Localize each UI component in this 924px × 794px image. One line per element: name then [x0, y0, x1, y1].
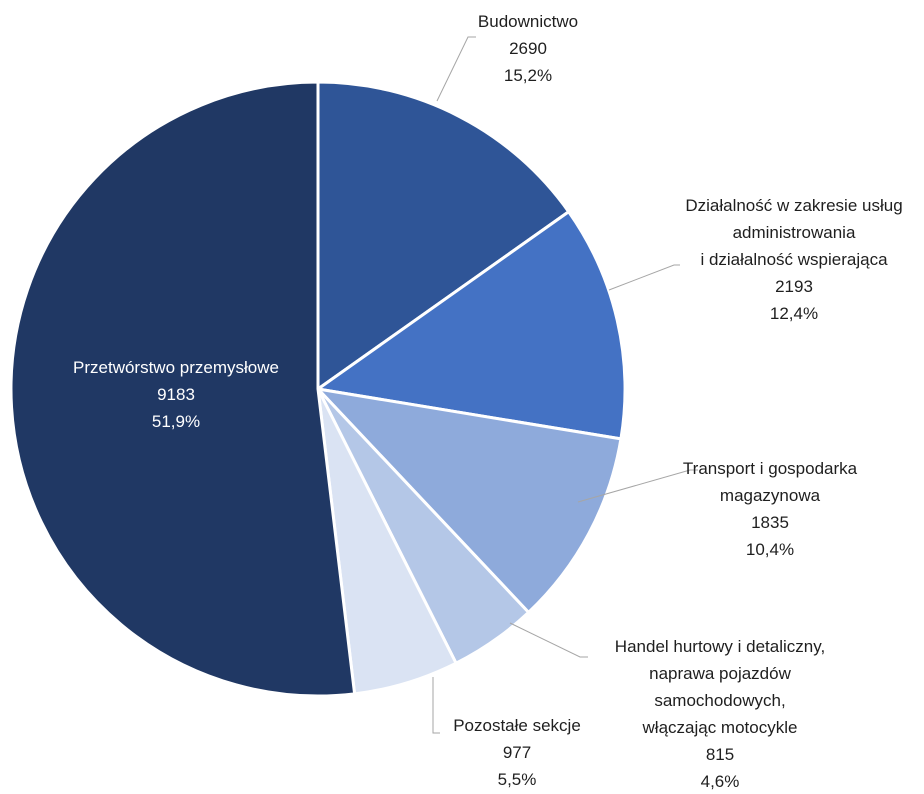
category-label: włączając motocykle [642, 718, 798, 737]
data-label-budownictwo: Budownictwo 2690 15,2% [478, 12, 578, 85]
leader-line [577, 469, 698, 503]
pie-slice-budownictwo [316, 80, 571, 392]
data-labels: Budownictwo 2690 15,2% Działalność w zakres… [73, 12, 903, 791]
data-label-przetworstwo-przemyslowe: Przetwórstwo przemysłowe 9183 51,9% [73, 358, 279, 431]
percent-label: 51,9% [152, 412, 200, 431]
value-label: 1835 [751, 513, 789, 532]
category-label: naprawa pojazdów [649, 664, 791, 683]
data-label-transport-i-gospodarka-magazynowa: Transport i gospodarka magazynowa 1835 10,4… [683, 459, 858, 559]
category-label: i działalność wspierająca [700, 250, 888, 269]
category-label: administrowania [733, 223, 856, 242]
data-label-dzialalnosc-w-zakresie-uslug-administrowania-i-dzialalnosc-wspierajaca: Działalność w zakresie usług administrowa… [685, 196, 902, 323]
leader-lines [432, 36, 698, 734]
pie-slice-przetworstwo-przemyslowe [9, 80, 357, 698]
category-label: Przetwórstwo przemysłowe [73, 358, 279, 377]
pie-slice-transport-i-gospodarka-magazynowa [313, 386, 623, 615]
value-label: 2690 [509, 39, 547, 58]
percent-label: 10,4% [746, 540, 794, 559]
leader-line [509, 622, 588, 658]
category-label: Handel hurtowy i detaliczny, [615, 637, 825, 656]
pie-slices [9, 80, 627, 698]
value-label: 815 [706, 745, 734, 764]
value-label: 2193 [775, 277, 813, 296]
pie-slice-dzialalnosc-w-zakresie-uslug-administrowania-i-dzialalnosc-wspierajaca [314, 209, 627, 441]
value-label: 977 [503, 743, 531, 762]
data-label-pozostale-sekcje: Pozostałe sekcje 977 5,5% [453, 716, 581, 789]
value-label: 9183 [157, 385, 195, 404]
percent-label: 15,2% [504, 66, 552, 85]
data-label-handel-hurtowy-i-detaliczny-naprawa-pojazdow-samochodowych-wlaczajac-motocykle: Handel hurtowy i detaliczny, naprawa poja… [615, 637, 825, 791]
percent-label: 5,5% [498, 770, 537, 789]
leader-line [432, 677, 440, 734]
category-label: Pozostałe sekcje [453, 716, 581, 735]
category-label: Działalność w zakresie usług [685, 196, 902, 215]
leader-line [608, 264, 680, 291]
percent-label: 4,6% [701, 772, 740, 791]
category-label: Transport i gospodarka [683, 459, 858, 478]
category-label: Budownictwo [478, 12, 578, 31]
category-label: magazynowa [720, 486, 821, 505]
category-label: samochodowych, [654, 691, 785, 710]
leader-line [436, 36, 476, 102]
percent-label: 12,4% [770, 304, 818, 323]
